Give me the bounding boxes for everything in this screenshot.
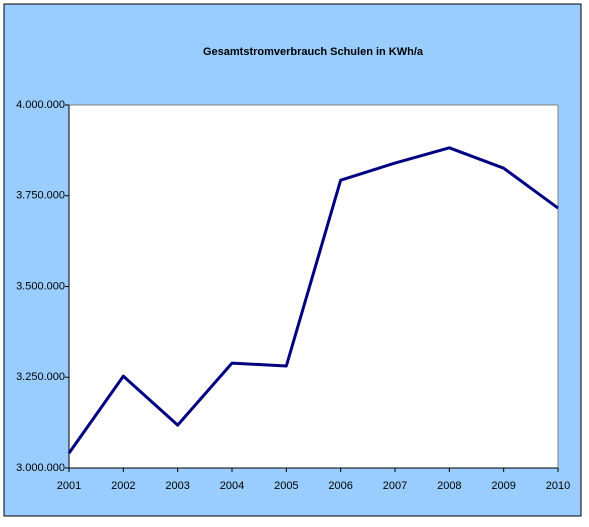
y-tick-label: 4.000.000 [16,99,65,111]
x-tick-label: 2007 [383,480,407,492]
plot-area [68,104,559,469]
y-tick-label: 3.500.000 [16,280,65,292]
chart-title: Gesamtstromverbrauch Schulen in KWh/a [203,46,424,58]
y-tick-label: 3.000.000 [16,462,65,474]
x-tick-label: 2006 [328,480,352,492]
x-tick-label: 2009 [491,480,515,492]
y-tick-label: 3.250.000 [16,371,65,383]
line-series [67,146,559,454]
x-tick-label: 2003 [165,480,189,492]
x-tick-label: 2002 [111,480,135,492]
x-tick-label: 2004 [220,480,244,492]
y-tick-label: 3.750.000 [16,190,65,202]
x-tick-label: 2010 [546,480,570,492]
x-tick-label: 2008 [437,480,461,492]
x-tick-label: 2001 [57,480,81,492]
x-tick-label: 2005 [274,480,298,492]
